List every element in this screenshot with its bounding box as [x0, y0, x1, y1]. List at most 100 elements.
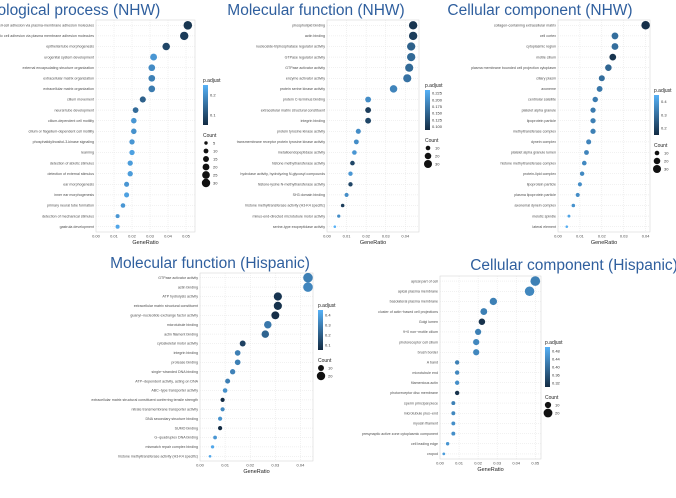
data-point — [220, 397, 225, 402]
x-axis-label: GeneRatio — [243, 469, 269, 475]
data-point — [303, 272, 313, 283]
data-point — [180, 31, 189, 41]
data-point — [337, 214, 341, 218]
category-label: extracellular matrix structural constitu… — [134, 304, 198, 308]
data-point — [581, 160, 587, 166]
size-legend-label: 15 — [213, 157, 218, 162]
color-legend-bar — [654, 95, 659, 135]
x-tick-label: 0.03 — [382, 234, 391, 239]
size-legend-label: 10 — [328, 366, 333, 371]
category-label: ATP−dependent activity, acting on DNA — [135, 379, 198, 383]
size-legend-dot — [653, 165, 661, 173]
category-label: extracellular matrix organization — [43, 87, 94, 91]
color-legend-bar — [545, 347, 550, 387]
data-point — [213, 435, 217, 440]
x-axis-label: GeneRatio — [360, 240, 386, 246]
size-legend-label: 20 — [435, 154, 440, 159]
category-label: histone-lysine N-methyltransferase activ… — [258, 183, 326, 187]
category-label: minus-end-directed microtubule motor act… — [252, 214, 325, 218]
x-tick-label: 0.00 — [196, 463, 205, 468]
category-label: axoneme — [541, 87, 556, 91]
category-label: nitrate transmembrane transporter activi… — [131, 408, 198, 412]
data-point — [273, 292, 282, 301]
category-label: microtubule plus−end — [404, 411, 438, 415]
category-label: extracellular matrix structural constitu… — [91, 398, 198, 402]
x-tick-label: 0.02 — [598, 234, 607, 239]
size-legend-title: Count — [203, 133, 217, 139]
size-legend-label: 5 — [213, 141, 216, 146]
panel-1: Biological process (NHW) 0.00 0.01 0.02 0.03… — [0, 2, 221, 246]
x-tick-label: 0.04 — [297, 463, 306, 468]
size-legend-dot — [202, 171, 210, 179]
color-legend-bar — [318, 310, 323, 350]
data-point — [132, 107, 139, 113]
color-legend-tick: 0.36 — [552, 372, 561, 377]
category-label: meiotic spindle — [532, 214, 556, 218]
data-point — [229, 369, 236, 375]
data-point — [208, 454, 212, 458]
category-label: integrin binding — [174, 351, 198, 355]
color-legend-tick: 0.1 — [325, 342, 331, 347]
category-label: brush border — [418, 350, 439, 354]
category-label: ciliary plasm — [536, 77, 556, 81]
category-label: SUMO binding — [175, 426, 198, 430]
data-point — [220, 407, 225, 412]
data-point — [609, 53, 617, 61]
category-label: nucleoside-triphosphatase regulator acti… — [256, 45, 325, 49]
category-label: cell cortex — [540, 34, 556, 38]
panel-title: Molecular function (Hispanic) — [110, 255, 310, 272]
category-label: actin filament binding — [164, 332, 198, 336]
data-point — [183, 21, 193, 30]
size-legend-dot — [204, 141, 208, 145]
category-label: centriolar satellite — [528, 98, 556, 102]
size-legend-dot — [202, 163, 210, 171]
x-axis-label: GeneRatio — [132, 240, 158, 246]
data-point — [403, 74, 412, 83]
category-label: plasma membrane bounded cell projection … — [471, 66, 556, 70]
data-point — [131, 117, 137, 124]
category-label: integrin binding — [301, 119, 325, 123]
data-point — [115, 224, 120, 229]
x-tick-label: 0.00 — [554, 234, 563, 239]
data-point — [131, 128, 137, 135]
color-legend-tick: 0.40 — [552, 364, 561, 369]
size-legend-title: Count — [318, 358, 332, 364]
data-point — [407, 42, 416, 51]
category-label: serine-type exopeptidase activity — [273, 225, 325, 229]
data-point — [340, 203, 345, 208]
x-tick-label: 0.05 — [182, 234, 191, 239]
data-point — [451, 401, 456, 406]
panel-4: Molecular function (Hispanic) 0.00 0.01 0.0… — [91, 255, 336, 475]
size-legend-label: 10 — [555, 403, 560, 408]
x-tick-label: 0.02 — [246, 463, 255, 468]
color-legend-title: p.adjust — [203, 78, 221, 84]
color-legend-tick: 0.32 — [552, 380, 561, 385]
color-legend-tick: 0.4 — [325, 312, 331, 317]
data-point — [454, 370, 460, 375]
panel-5: Cellular component (Hispanic) 0.00 0.01 0.0… — [362, 257, 676, 473]
color-legend-tick: 0.2 — [325, 332, 331, 337]
x-tick-label: 0.02 — [362, 234, 371, 239]
panel-title: Biological process (NHW) — [0, 2, 160, 19]
color-legend-tick: 0.1 — [210, 112, 216, 117]
size-legend-title: Count — [545, 395, 559, 401]
size-legend-label: 10 — [435, 146, 440, 151]
data-point — [150, 53, 158, 61]
data-point — [217, 416, 223, 421]
data-point — [271, 311, 280, 320]
data-point — [303, 282, 313, 292]
size-legend-dot — [201, 178, 211, 188]
size-legend-title: Count — [425, 138, 439, 144]
data-point — [530, 276, 541, 286]
category-label: detection of mechanical stimulus — [42, 214, 94, 218]
size-legend-label: 10 — [213, 149, 218, 154]
category-label: platelet alpha granule — [522, 108, 556, 112]
data-point — [234, 359, 241, 366]
data-point — [129, 149, 135, 156]
data-point — [148, 85, 156, 93]
size-legend-dot — [425, 145, 431, 151]
data-point — [584, 150, 589, 155]
data-point — [592, 96, 598, 103]
data-point — [478, 318, 486, 326]
data-point — [408, 21, 418, 30]
